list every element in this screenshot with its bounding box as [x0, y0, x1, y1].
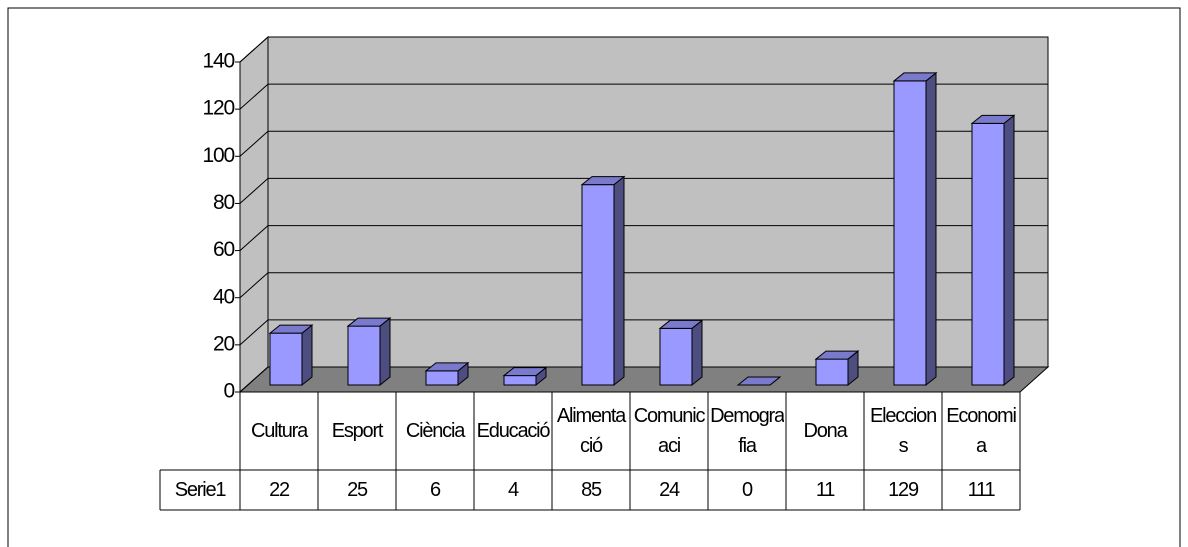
- value-label-box: 4: [508, 479, 519, 501]
- value-label-box: 11: [815, 479, 836, 501]
- x-tick-label-box: Eleccions: [870, 405, 937, 457]
- y-tick-label: 140: [203, 50, 235, 73]
- x-tick-label: Demografia: [710, 405, 784, 457]
- value-label: 11: [815, 479, 836, 501]
- legend-label-box: Serie1: [174, 479, 227, 501]
- value-label-box: 85: [581, 479, 602, 501]
- side-wall: [239, 35, 269, 394]
- y-tick-label: 100: [203, 144, 235, 167]
- y-tick-label: 40: [213, 285, 234, 308]
- bar-top: [268, 324, 314, 334]
- x-tick-label: Dona: [803, 420, 847, 442]
- x-tick-label-box: Demografia: [710, 405, 784, 457]
- value-label: 22: [269, 479, 290, 501]
- bar-front: [269, 332, 303, 386]
- bar-top: [892, 72, 938, 82]
- bar-front: [971, 122, 1005, 386]
- grid-line: [239, 178, 269, 204]
- bar-front: [347, 325, 381, 386]
- x-tick-label: Eleccions: [870, 405, 937, 457]
- x-tick-label-box: Ciència: [405, 420, 466, 442]
- bar-front: [425, 370, 459, 386]
- bar-side: [925, 71, 937, 387]
- value-label: 24: [659, 479, 680, 501]
- x-tick-label: Alimentació: [556, 405, 626, 457]
- x-tick-label: Educació: [476, 420, 550, 442]
- x-tick-label-box: Cultura: [250, 420, 308, 442]
- value-label: 0: [742, 479, 753, 501]
- value-label: 4: [508, 479, 519, 501]
- bar-top: [424, 362, 470, 372]
- x-tick-label: Esport: [331, 420, 384, 442]
- value-label-box: 129: [888, 479, 919, 501]
- value-label-box: 0: [742, 479, 753, 501]
- y-tick-label: 20: [213, 332, 234, 355]
- bar-top: [736, 376, 782, 386]
- y-tick-label: 60: [213, 238, 234, 261]
- bar-top: [580, 176, 626, 186]
- bar-front: [815, 358, 849, 386]
- value-label-box: 24: [659, 479, 680, 501]
- bar-side: [1003, 114, 1015, 387]
- y-tick-label: 120: [203, 97, 235, 120]
- x-tick-label-box: Educació: [476, 420, 550, 442]
- bar-side: [613, 175, 625, 387]
- value-label: 25: [347, 479, 368, 501]
- x-tick-label-box: Esport: [331, 420, 384, 442]
- grid-line: [239, 366, 269, 393]
- grid-line: [239, 272, 269, 299]
- bar-front: [659, 327, 693, 386]
- x-tick-label: Cultura: [250, 420, 308, 442]
- value-label: 6: [430, 479, 441, 501]
- legend-label: Serie1: [174, 479, 227, 501]
- bar-top: [970, 114, 1016, 124]
- y-tick-label: 0: [224, 380, 235, 403]
- bar-front: [581, 184, 615, 386]
- value-label: 111: [967, 479, 996, 501]
- grid-line: [239, 36, 269, 63]
- value-label: 129: [888, 479, 919, 501]
- x-tick-label-box: Economia: [946, 405, 1017, 457]
- value-label: 85: [581, 479, 602, 501]
- bar-side: [691, 319, 703, 387]
- grid-line: [239, 319, 269, 346]
- bar-top: [502, 367, 548, 377]
- bar-front: [893, 80, 927, 386]
- x-tick-label: Ciència: [405, 420, 466, 442]
- value-label-box: 22: [269, 479, 290, 501]
- x-tick-label: Economia: [946, 405, 1017, 457]
- grid-line: [239, 83, 269, 110]
- bar-side: [379, 317, 391, 387]
- bar-side: [301, 324, 313, 387]
- value-label-box: 111: [967, 479, 996, 501]
- grid-line: [239, 130, 269, 157]
- bar-front: [503, 375, 537, 386]
- value-label-box: 6: [430, 479, 441, 501]
- x-tick-label: Comunicaci: [633, 405, 706, 457]
- bar-top: [814, 350, 860, 360]
- value-label-box: 25: [347, 479, 368, 501]
- bar-top: [658, 319, 704, 329]
- y-tick-label: 80: [213, 191, 234, 214]
- x-tick-label-box: Comunicaci: [633, 405, 706, 457]
- x-tick-label-box: Alimentació: [556, 405, 626, 457]
- bar-top: [346, 317, 392, 327]
- x-tick-label-box: Dona: [803, 420, 847, 442]
- grid-line: [239, 225, 269, 251]
